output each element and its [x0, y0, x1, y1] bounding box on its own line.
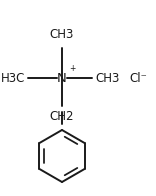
Text: N: N	[57, 72, 67, 84]
Text: CH2: CH2	[50, 110, 74, 123]
Text: +: +	[69, 64, 75, 73]
Text: H3C: H3C	[1, 72, 25, 84]
Text: Cl⁻: Cl⁻	[129, 72, 147, 84]
Text: CH3: CH3	[95, 72, 119, 84]
Text: CH3: CH3	[50, 28, 74, 41]
